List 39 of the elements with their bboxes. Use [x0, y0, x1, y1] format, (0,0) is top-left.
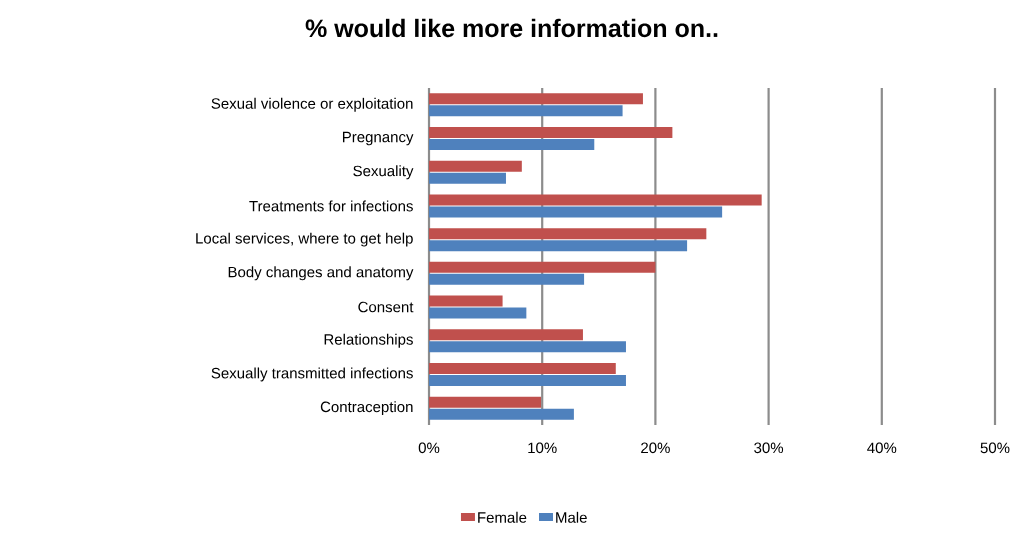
bar	[429, 127, 673, 139]
y-tick-label: Sexually transmitted infections	[211, 367, 413, 382]
bar	[429, 295, 503, 307]
bar	[429, 194, 762, 206]
bar	[429, 362, 616, 374]
x-tick-label: 40%	[867, 442, 897, 454]
bar	[429, 105, 623, 117]
bar	[429, 139, 595, 151]
bar	[429, 172, 506, 184]
x-tick-label: 50%	[980, 442, 1010, 454]
y-tick-label: Body changes and anatomy	[228, 266, 414, 281]
bar	[429, 206, 723, 218]
y-tick-label: Relationships	[324, 333, 413, 348]
bar	[429, 93, 643, 105]
bar	[429, 329, 583, 341]
y-tick-label: Treatments for infections	[249, 200, 413, 212]
y-tick-label: Local services, where to get help	[196, 232, 413, 247]
y-tick-label: Sexual violence or exploitation	[211, 97, 413, 112]
y-tick-label: Pregnancy	[342, 131, 414, 146]
bar	[429, 240, 688, 252]
bar	[429, 396, 542, 408]
x-tick-label: 10%	[528, 442, 557, 454]
legend-label: Female	[478, 511, 527, 523]
y-tick-label: Contraception	[320, 401, 413, 416]
bar	[429, 307, 527, 319]
bar	[429, 228, 707, 240]
x-tick-label: 30%	[754, 442, 784, 454]
x-tick-label: 20%	[641, 442, 670, 454]
bar	[429, 160, 522, 172]
bar	[429, 341, 626, 353]
y-tick-label: Sexuality	[353, 165, 414, 180]
bar	[429, 374, 626, 386]
x-tick-label: 0%	[418, 442, 440, 454]
y-tick-label: Consent	[358, 301, 414, 313]
bar	[429, 261, 656, 273]
chart-title: % would like more information on..	[305, 18, 718, 38]
bar	[429, 273, 585, 285]
legend-label: Male	[556, 511, 587, 523]
bar	[429, 408, 574, 420]
